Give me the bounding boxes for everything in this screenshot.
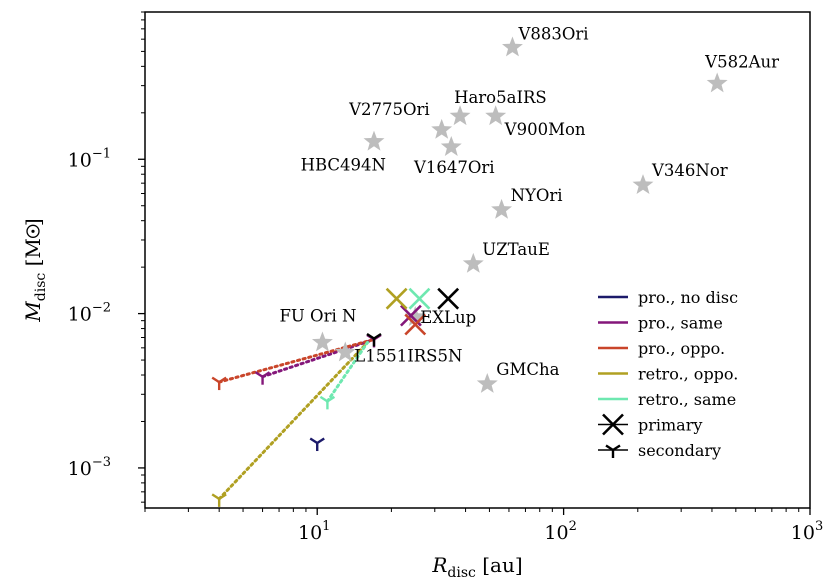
primary-marker-pro-oppo	[404, 313, 427, 336]
star-haro5airs	[449, 105, 471, 126]
simulation-markers-layer	[211, 287, 460, 507]
star-label-l1551irs5n: L1551IRS5N	[354, 346, 462, 365]
legend-label: retro., oppo.	[638, 365, 738, 384]
star-uztaue	[462, 252, 484, 273]
star-l1551irs5n	[334, 341, 356, 362]
star-exlup	[404, 306, 426, 326]
trajectory-retro-oppo	[217, 340, 370, 501]
legend-label: pro., same	[638, 314, 723, 333]
legend-entry-primary: primary	[598, 413, 702, 436]
star-label-v582aur: V582Aur	[704, 52, 779, 71]
star-nyori	[491, 198, 513, 219]
x-marker-stroke	[408, 287, 431, 310]
x-tick-label: 101	[298, 519, 330, 544]
secondary-marker-retro-same	[319, 395, 336, 410]
star-label-uztaue: UZTauE	[482, 240, 550, 259]
star-labels-layer: V883Ori V582Aur Haro5aIRS V2775Ori V900Mon V1…	[279, 24, 779, 378]
y-marker-stroke	[319, 395, 329, 403]
y-marker-stroke	[309, 437, 318, 445]
y-tick-label: 10−3	[68, 455, 111, 480]
star-label-v2775ori: V2775Ori	[348, 100, 430, 119]
trajectory-lines-layer	[217, 337, 376, 501]
x-marker-stroke	[437, 287, 460, 310]
star-label-nyori: NYOri	[511, 186, 563, 205]
legend-entry-pro-no-disc: pro., no disc	[598, 288, 738, 307]
primary-marker-retro-oppo	[385, 287, 408, 310]
y-marker-stroke	[261, 371, 271, 378]
star-label-exlup: EXLup	[420, 308, 476, 327]
legend-y-marker	[605, 444, 621, 458]
legend-label: pro., oppo.	[638, 339, 725, 358]
star-label-hbc494n: HBC494N	[301, 156, 386, 175]
star-label-fu-ori-n: FU Ori N	[279, 306, 356, 325]
solar-mass-symbol	[26, 224, 40, 238]
star-label-v883ori: V883Ori	[517, 24, 588, 43]
star-gmcha	[476, 372, 498, 393]
secondary-marker-pro-same	[254, 371, 271, 385]
x-marker-stroke	[399, 304, 422, 327]
star-v2775ori	[431, 118, 453, 139]
y-marker-stroke	[316, 437, 325, 445]
solar-mass-dot	[31, 229, 35, 233]
y-marker-stroke	[254, 371, 264, 378]
legend-label: secondary	[638, 441, 721, 460]
solar-mass-circle	[26, 224, 40, 238]
legend-label: retro., same	[638, 390, 736, 409]
legend-entry-retro-same: retro., same	[598, 390, 736, 409]
observed-discs-layer	[311, 36, 728, 393]
plot-frame	[144, 11, 811, 509]
y-tick-label: 10−1	[68, 146, 111, 171]
y-axis-title-group: Mdisc [M ]	[21, 218, 49, 322]
y-marker-stroke	[211, 493, 220, 500]
star-label-v900mon: V900Mon	[504, 120, 586, 139]
star-v1647ori	[440, 136, 462, 156]
x-marker-stroke	[385, 287, 408, 310]
star-v883ori	[502, 36, 523, 57]
y-marker-stroke	[326, 395, 336, 403]
x-axis-title: Rdisc [au]	[431, 553, 522, 580]
y-axis-title: Mdisc [M ]	[21, 218, 49, 322]
y-marker-stroke	[218, 376, 227, 384]
legend-entry-pro-oppo: pro., oppo.	[598, 339, 725, 358]
star-label-gmcha: GMCha	[496, 360, 559, 379]
star-label-v346nor: V346Nor	[651, 161, 728, 180]
secondary-marker-pro-no-disc	[309, 437, 325, 452]
secondary-marker-retro-oppo	[211, 493, 227, 507]
legend-entry-secondary: secondary	[598, 441, 721, 460]
y-marker-stroke	[211, 376, 220, 384]
trajectory-retro-same	[325, 340, 370, 403]
y-marker-stroke	[218, 493, 227, 500]
legend-label: primary	[638, 416, 702, 435]
star-v900mon	[485, 105, 507, 126]
primary-marker-black-pair	[437, 287, 460, 310]
star-label-v1647ori: V1647Ori	[413, 158, 495, 177]
axis-ticks-layer: 101 102 103 10−3 10−2 10−1	[68, 11, 823, 544]
trajectory-pro-oppo	[217, 337, 376, 384]
star-hbc494n	[363, 130, 385, 151]
axis-titles-layer: Rdisc [au] Mdisc [M ]	[21, 218, 523, 580]
star-label-haro5airs: Haro5aIRS	[454, 88, 547, 107]
x-marker-stroke	[404, 313, 427, 336]
legend-entry-retro-oppo: retro., oppo.	[598, 365, 738, 384]
legend-label: pro., no disc	[638, 288, 738, 307]
secondary-marker-pro-oppo	[211, 376, 227, 391]
x-tick-label: 102	[544, 519, 576, 544]
primary-marker-retro-same	[408, 287, 431, 310]
y-marker-stroke	[373, 332, 382, 340]
y-marker-stroke	[366, 332, 375, 340]
legend-entry-pro-same: pro., same	[598, 314, 723, 333]
star-fu-ori-n	[311, 331, 333, 352]
star-v582aur	[706, 72, 728, 93]
legend: pro., no disc pro., same pro., oppo. retro.…	[598, 288, 738, 460]
y-tick-label: 10−2	[68, 301, 111, 326]
star-v346nor	[632, 174, 654, 195]
secondary-marker-black-pair	[366, 332, 382, 347]
x-tick-label: 103	[791, 519, 823, 544]
